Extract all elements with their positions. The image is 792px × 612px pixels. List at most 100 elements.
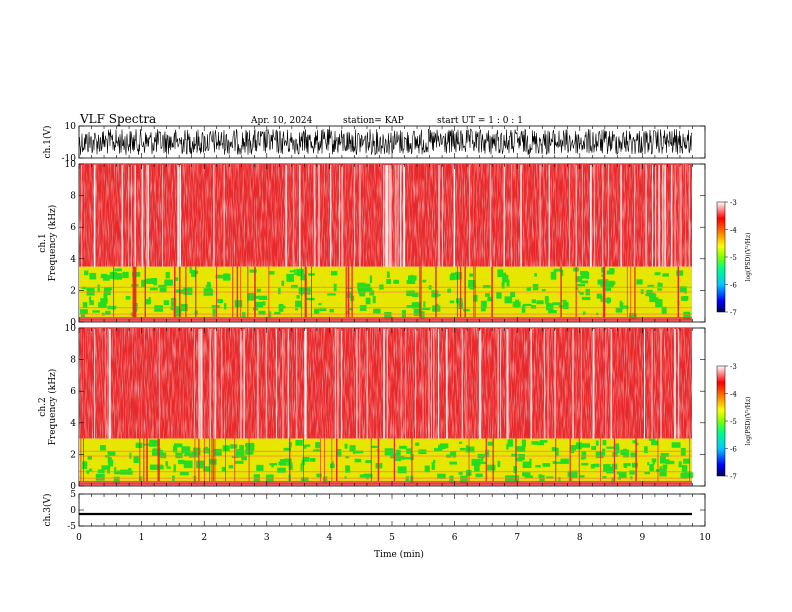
ch2-spectrogram-green-patch bbox=[474, 464, 480, 472]
ch2-spectrogram-green-patch bbox=[558, 476, 561, 481]
ch1-spectrogram-green-patch bbox=[183, 287, 193, 295]
ch2-spectrogram-green-patch bbox=[139, 476, 143, 481]
ch2-spectrogram-green-patch bbox=[497, 460, 501, 467]
ch1-spectrogram-green-patch bbox=[286, 273, 295, 282]
ch1-spectrogram-green-patch bbox=[241, 312, 246, 318]
ch1-spectrogram-green-patch bbox=[97, 284, 100, 292]
ch2-spectrogram-green-patch bbox=[277, 467, 286, 473]
ch1-spectrogram-tick-label: 6 bbox=[70, 223, 76, 233]
ch1-spectrogram-green-patch bbox=[141, 279, 146, 288]
ch1-spectrogram-green-patch bbox=[469, 273, 473, 277]
ch2-spectrogram-green-patch bbox=[632, 440, 637, 444]
figure-title: VLF Spectra bbox=[79, 112, 156, 126]
ch2-spectrogram-green-patch bbox=[222, 445, 230, 452]
ch1-spectrogram-green-patch bbox=[619, 300, 623, 308]
ch2-spectrogram-green-patch bbox=[613, 445, 620, 453]
ch2-spectrogram-green-patch bbox=[606, 466, 615, 474]
ch1-spectrogram-green-patch bbox=[175, 277, 179, 281]
ch2-spectrogram-green-patch bbox=[395, 449, 401, 458]
ch1-spectrogram-green-patch bbox=[480, 306, 486, 312]
ch2-spectrogram-green-patch bbox=[415, 442, 420, 446]
ch2-spectrogram-green-patch bbox=[87, 455, 92, 460]
ch1-spectrogram-green-patch bbox=[455, 298, 463, 304]
ch1-spectrogram-green-patch bbox=[654, 272, 661, 276]
ch2-spectrogram-green-patch bbox=[432, 459, 436, 463]
ch2-spectrogram-green-patch bbox=[135, 442, 143, 449]
ch2-spectrogram-green-patch bbox=[458, 471, 463, 475]
ch1-spectrogram-green-patch bbox=[369, 290, 375, 296]
ch1-spectrogram-green-patch bbox=[362, 283, 371, 292]
ch1-spectrogram-green-patch bbox=[217, 298, 224, 304]
ch1-spectrogram-green-patch bbox=[124, 274, 128, 278]
ch1-spectrogram-green-patch bbox=[100, 273, 108, 279]
ch2-spectrogram-green-patch bbox=[590, 464, 595, 469]
ch3-waveform-ylabel: ch.3(V) bbox=[42, 494, 53, 527]
ch2-spectrogram-green-patch bbox=[133, 456, 139, 463]
figure-date: Apr. 10, 2024 bbox=[250, 116, 313, 126]
ch1-spectrogram-tick-label: 0 bbox=[70, 318, 76, 328]
ch1-spectrogram-green-patch bbox=[300, 273, 306, 281]
ch2-spectrogram-green-patch bbox=[522, 461, 532, 469]
ch2-spectrogram-green-patch bbox=[612, 452, 618, 458]
ch2-spectrogram-green-patch bbox=[265, 474, 274, 483]
ch2-spectrogram-green-patch bbox=[680, 448, 686, 456]
ch2-spectrogram-green-patch bbox=[179, 472, 189, 476]
ch2-spectrogram-green-patch bbox=[513, 465, 517, 474]
ch1-spectrogram-green-patch bbox=[679, 286, 687, 293]
ch1-spectrogram-colorbar-tick-label: -6 bbox=[730, 282, 737, 290]
ch1-spectrogram-green-patch bbox=[600, 295, 603, 302]
ch1-spectrogram-green-patch bbox=[319, 308, 327, 312]
ch2-spectrogram-green-patch bbox=[241, 455, 247, 461]
ch2-spectrogram-green-patch bbox=[316, 473, 322, 478]
ch2-spectrogram-green-patch bbox=[178, 459, 185, 465]
ch1-spectrogram-green-patch bbox=[348, 307, 353, 311]
figure-station: station= KAP bbox=[343, 116, 404, 126]
ch1-spectrogram-green-patch bbox=[365, 297, 371, 305]
ch2-spectrogram-green-patch bbox=[221, 466, 226, 472]
ch2-spectrogram-green-patch bbox=[203, 448, 210, 454]
ch1-spectrogram-green-patch bbox=[521, 305, 526, 313]
ch2-spectrogram-green-patch bbox=[449, 461, 457, 465]
ch1-spectrogram-colorbar-tick-label: -4 bbox=[730, 227, 737, 235]
ch2-spectrogram-colorbar-tick-label: -6 bbox=[730, 446, 737, 454]
ch2-spectrogram-green-patch bbox=[230, 444, 238, 449]
ch1-waveform-ylabel: ch.1(V) bbox=[42, 126, 53, 159]
ch1-spectrogram-green-patch bbox=[92, 310, 100, 313]
ch1-spectrogram-green-patch bbox=[449, 300, 455, 304]
ch2-spectrogram-green-patch bbox=[166, 466, 171, 469]
ch1-spectrogram-green-patch bbox=[451, 272, 458, 275]
ch1-spectrogram-green-patch bbox=[103, 293, 108, 300]
ch2-spectrogram-green-patch bbox=[173, 464, 176, 473]
ch2-spectrogram-green-patch bbox=[196, 460, 205, 469]
ch1-spectrogram-green-patch bbox=[649, 294, 657, 303]
ch2-spectrogram-green-patch bbox=[531, 441, 539, 445]
ch1-spectrogram-green-patch bbox=[455, 271, 463, 280]
ch3-waveform-tick-label: 0 bbox=[70, 506, 76, 516]
ch2-spectrogram-green-patch bbox=[349, 445, 356, 452]
ch2-spectrogram-green-patch bbox=[354, 450, 364, 454]
ch2-spectrogram-green-patch bbox=[535, 465, 541, 468]
ch2-spectrogram-green-patch bbox=[580, 457, 585, 460]
x-tick-label: 10 bbox=[699, 533, 711, 543]
ch1-spectrogram-green-patch bbox=[662, 273, 669, 277]
ch1-spectrogram-green-patch bbox=[159, 286, 167, 293]
ch2-spectrogram-green-patch bbox=[183, 460, 193, 469]
ch2-spectrogram-ylabel: Frequency (kHz) bbox=[47, 369, 58, 446]
ch1-spectrogram-green-patch bbox=[256, 288, 261, 293]
ch1-spectrogram-ylabel: Frequency (kHz) bbox=[47, 205, 58, 282]
ch1-spectrogram-green-patch bbox=[413, 308, 422, 316]
x-tick-label: 3 bbox=[264, 533, 270, 543]
ch1-spectrogram-green-patch bbox=[548, 310, 557, 314]
ch1-spectrogram-green-patch bbox=[676, 270, 684, 276]
ch1-spectrogram-green-patch bbox=[173, 310, 182, 317]
ch1-spectrogram-green-patch bbox=[463, 308, 470, 312]
ch2-spectrogram-green-patch bbox=[108, 459, 114, 467]
ch2-spectrogram-colorbar-tick-label: -3 bbox=[730, 363, 737, 371]
ch2-spectrogram-green-patch bbox=[344, 443, 348, 449]
ch2-spectrogram-ylabel: ch.2 bbox=[38, 397, 48, 416]
ch2-spectrogram-green-patch bbox=[648, 438, 656, 441]
ch1-spectrogram-green-patch bbox=[468, 285, 477, 289]
ch2-spectrogram-green-patch bbox=[431, 462, 435, 470]
ch2-spectrogram-green-patch bbox=[471, 458, 481, 466]
